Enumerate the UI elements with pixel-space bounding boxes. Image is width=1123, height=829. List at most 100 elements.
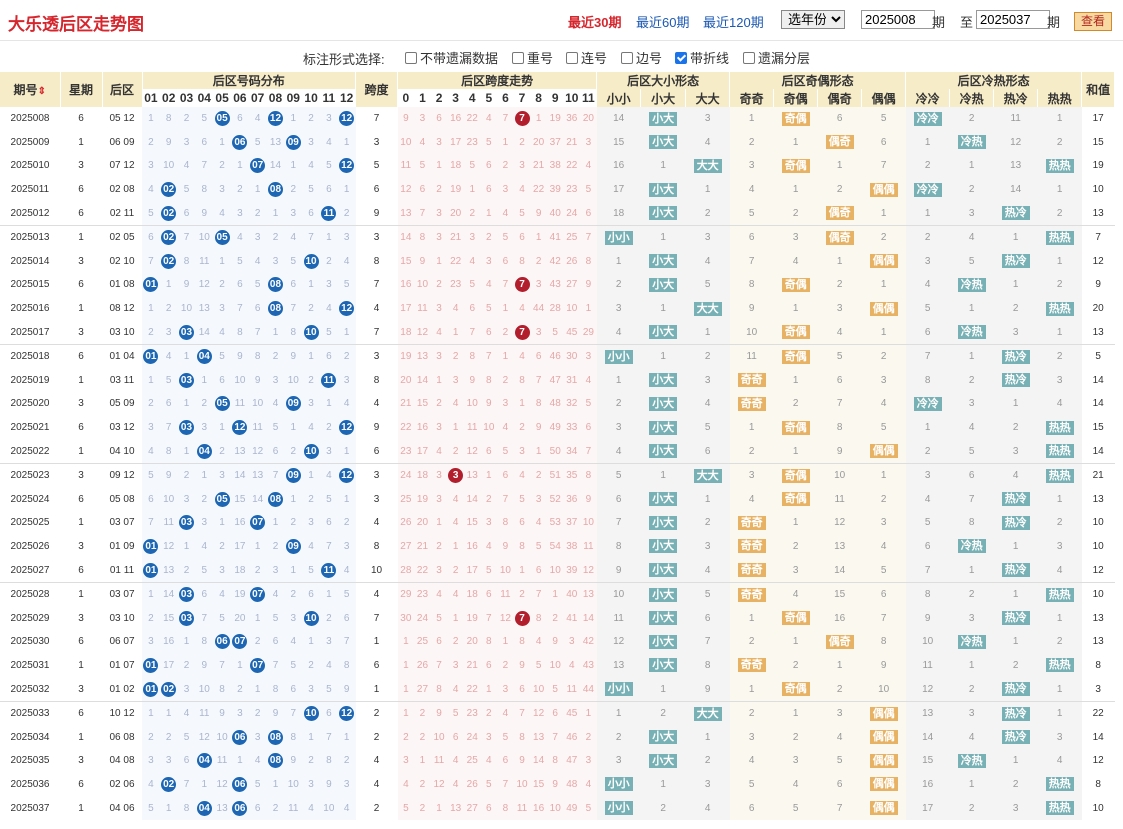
dist-num-header: 07 [248, 89, 268, 107]
range-30[interactable]: 最近30期 [568, 15, 622, 30]
option-no-omission[interactable]: 不带遗漏数据 [405, 48, 498, 67]
oe-cell: 奇奇 [729, 558, 774, 583]
oe-cell: 1 [773, 296, 818, 321]
span-trend-cell: 3 [447, 462, 464, 488]
size-tag: 小大 [649, 611, 678, 626]
sum-cell: 13 [1092, 612, 1104, 624]
issue-cell: 2025028 [0, 581, 60, 607]
span-trend-cell: 8 [580, 462, 597, 488]
checkbox-checked-icon[interactable] [675, 51, 687, 64]
dist-cell: 6 [248, 796, 267, 820]
dist-cell: 04 [195, 343, 214, 369]
span-trend-cell: 7 [513, 700, 531, 726]
option-repeat[interactable]: 重号 [512, 48, 553, 67]
option-edge[interactable]: 边号 [621, 48, 662, 67]
dist-cell: 4 [337, 249, 356, 274]
option-lead: 标注形式选择: [303, 52, 385, 67]
checkbox-icon[interactable] [743, 51, 755, 64]
oe-cell: 1 [773, 130, 818, 155]
back-cell: 01 07 [109, 659, 135, 671]
range-60[interactable]: 最近60期 [636, 15, 690, 30]
table-row: 2025010 3 07 12 3 10 4 7 2 1 07 14 1 4 5 12 5 11 5 1 18 5 6 2 3… [0, 154, 1115, 178]
oe-cell: 4 [729, 749, 774, 773]
oe-cell: 4 [729, 487, 774, 512]
sort-icon[interactable]: ⇕ [37, 86, 46, 97]
oe-cell: 3 [729, 462, 774, 488]
dist-cell: 1 [302, 630, 320, 654]
dist-ball: 07 [232, 634, 248, 650]
ch-cell: 6 [905, 534, 950, 559]
ch-cell: 4 [905, 273, 950, 297]
span-trend-cell: 41 [563, 606, 581, 631]
from-input[interactable] [861, 10, 935, 29]
dist-cell: 2 [337, 343, 356, 369]
header-row-1: 期号⇕ 星期 后区 后区号码分布 跨度 后区跨度走势 后区大小形态 后区奇偶形态 后区冷热形态和… [0, 72, 1116, 107]
size-cell: 18 [596, 201, 641, 226]
span-trend-cell: 17 [397, 296, 415, 321]
issue-cell: 2025010 [10, 160, 50, 172]
size-tag: 小大 [649, 182, 678, 197]
ch-tag: 热冷 [1001, 206, 1030, 221]
ch-cell: 17 [905, 796, 950, 820]
oe-cell: 4 [817, 320, 862, 345]
span-trend-cell: 10 [580, 511, 597, 535]
option-polyline[interactable]: 带折线 [675, 48, 729, 67]
span-trend-cell: 5 [580, 796, 597, 820]
oe-tag: 奇奇 [737, 563, 766, 578]
ch-cell: 热热 [1037, 439, 1082, 464]
oe-cell: 奇偶 [773, 154, 818, 178]
issue-cell: 2025021 [10, 422, 50, 434]
dist-ball: 10 [303, 706, 319, 722]
ch-cell: 3 [949, 201, 994, 226]
dist-ball: 05 [214, 491, 230, 507]
ch-cell: 4 [1037, 558, 1082, 583]
issue-cell: 2025034 [10, 731, 50, 743]
ch-cell: 2 [1037, 511, 1082, 535]
checkbox-icon[interactable] [512, 51, 524, 64]
span-trend-cell: 7 [530, 581, 547, 607]
issue-cell: 2025031 [10, 659, 50, 671]
ch-cell: 14 [993, 177, 1038, 202]
span-trend-cell: 44 [580, 677, 597, 702]
span-trend-cell: 4 [397, 772, 415, 797]
size-cell: 2 [596, 273, 641, 297]
col-issue[interactable]: 期号⇕ [0, 72, 61, 107]
dist-cell: 2 [213, 534, 231, 559]
checkbox-icon[interactable] [566, 51, 578, 64]
issue-cell: 2025035 [10, 755, 50, 767]
to-input[interactable] [976, 10, 1050, 29]
dist-cell: 15 [159, 606, 178, 631]
span-ball: 7 [514, 277, 530, 293]
oe-cell: 5 [729, 772, 774, 797]
year-select[interactable]: 选年份 [781, 10, 845, 29]
dist-ball: 12 [339, 158, 355, 174]
span-num-header: 11 [580, 89, 598, 107]
ch-cell: 1 [905, 130, 950, 155]
checkbox-icon[interactable] [405, 51, 417, 64]
checkbox-icon[interactable] [621, 51, 633, 64]
dist-cell: 4 [302, 154, 320, 178]
dist-cell: 7 [266, 653, 285, 678]
range-120[interactable]: 最近120期 [703, 15, 764, 30]
view-button[interactable]: 查看 [1074, 12, 1112, 31]
dist-cell: 5 [177, 177, 196, 202]
span-num-header: 7 [513, 89, 531, 107]
dist-cell: 1 [266, 201, 285, 226]
dist-cell: 1 [248, 677, 267, 702]
dist-cell: 02 [159, 201, 178, 226]
span-trend-cell: 2 [414, 700, 431, 726]
ch-cell: 1 [1037, 487, 1082, 512]
oe-cell: 奇奇 [729, 392, 774, 416]
oe-tag: 奇偶 [781, 111, 810, 126]
dist-cell: 8 [284, 320, 303, 345]
span-trend-cell: 38 [546, 154, 564, 178]
option-layered[interactable]: 遗漏分层 [743, 48, 810, 67]
span-trend-cell: 5 [463, 273, 481, 297]
option-consecutive[interactable]: 连号 [566, 48, 607, 67]
dist-cell: 3 [230, 700, 249, 726]
span-cell: 4 [373, 517, 380, 529]
dist-cell: 2 [266, 796, 285, 820]
sum-cell: 14 [1092, 731, 1104, 743]
span-cell: 2 [355, 700, 398, 726]
oe-cell: 11 [729, 343, 774, 369]
